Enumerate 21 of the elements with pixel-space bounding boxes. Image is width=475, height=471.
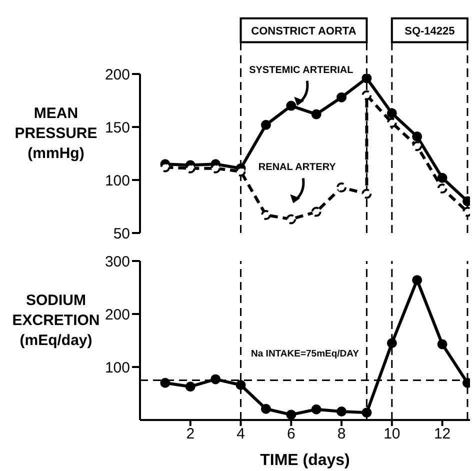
x-axis-title: TIME (days) (260, 452, 350, 469)
x-tick-label: 2 (186, 426, 195, 443)
y-tick-label: 50 (113, 225, 130, 242)
series-label: RENAL ARTERY (258, 162, 336, 174)
x-tick-label: 4 (236, 426, 245, 443)
x-tick-label: 6 (286, 426, 296, 443)
series-label: SYSTEMIC ARTERIAL (249, 64, 354, 76)
y-tick-label: 200 (104, 66, 130, 84)
y-tick-label: 300 (104, 253, 130, 270)
y-tick-label: 200 (104, 306, 130, 324)
y-tick-label: 100 (104, 172, 130, 190)
x-tick-label: 10 (384, 426, 400, 443)
y-tick-label: 100 (104, 359, 130, 376)
text: CONSTRICT AORTA (251, 25, 356, 38)
y-axis-title: MEAN PRESSURE (mmHg) (14, 105, 98, 162)
x-tick-label: 8 (337, 426, 346, 443)
text: SQ-14225 (404, 25, 455, 38)
y-axis-title: SODIUM EXCRETION (mEq/day) (12, 292, 100, 349)
y-tick-label: 150 (104, 119, 130, 136)
ref-line-label: Na INTAKE=75mEq/DAY (251, 348, 360, 360)
x-tick-label: 12 (434, 426, 451, 443)
